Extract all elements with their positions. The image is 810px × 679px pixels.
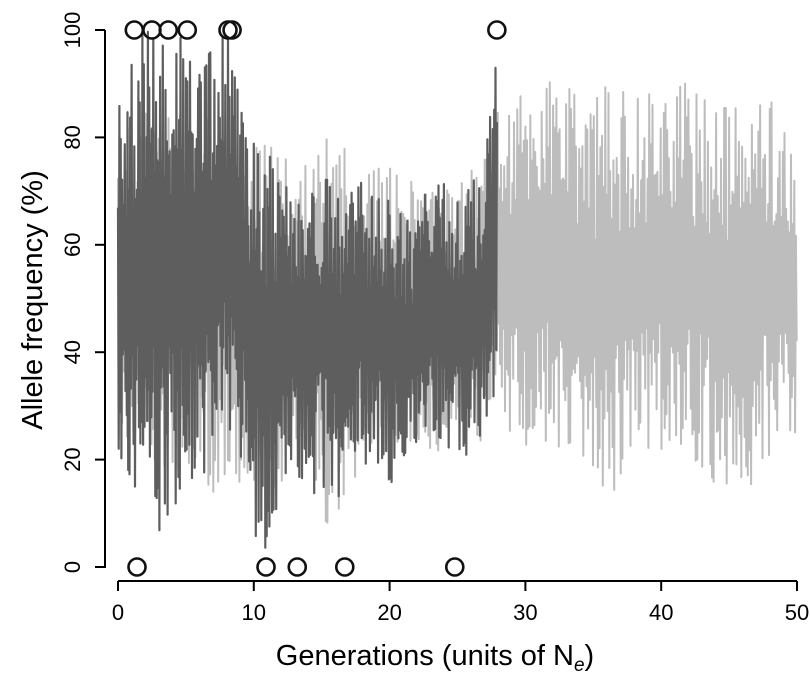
x-axis: 0 10 20 30 40 50 (112, 580, 809, 625)
marker-layer (124, 20, 507, 577)
y-axis: 0 20 40 60 80 100 (60, 12, 106, 573)
fixation-marker-10 (287, 557, 308, 577)
x-axis-title-main: Generations (units of N (276, 640, 574, 672)
fixation-marker-9 (256, 557, 276, 577)
y-tick-label: 100 (60, 12, 85, 49)
fixation-marker-3 (158, 20, 179, 40)
x-tick-label: 20 (377, 600, 401, 625)
fixation-marker-1 (124, 20, 145, 40)
fixation-marker-8 (127, 557, 147, 577)
fixation-marker-11 (334, 557, 355, 577)
fixation-marker-2 (142, 20, 162, 40)
y-ticks: 0 20 40 60 80 100 (60, 12, 105, 573)
y-tick-label: 0 (60, 561, 85, 573)
fixation-marker-6 (222, 20, 242, 40)
x-ticks: 0 10 20 30 40 50 (112, 581, 809, 625)
y-tick-label: 40 (60, 340, 85, 364)
x-tick-label: 50 (785, 600, 809, 625)
series-line-2 (116, 30, 498, 549)
y-tick-label: 60 (60, 233, 85, 257)
fixation-marker-7 (487, 20, 507, 40)
fixation-marker-4 (177, 20, 198, 40)
y-axis-title: Allele frequency (%) (17, 170, 49, 430)
x-tick-label: 30 (513, 600, 537, 625)
x-axis-title: Generations (units of Ne) (276, 640, 594, 676)
x-axis-title-subscript: e (574, 655, 585, 676)
x-tick-label: 10 (242, 600, 266, 625)
x-tick-label: 40 (649, 600, 673, 625)
y-tick-label: 80 (60, 125, 85, 149)
y-tick-label: 20 (60, 447, 85, 471)
series-layer (116, 30, 798, 549)
x-axis-title-suffix: ) (585, 640, 595, 672)
x-tick-label: 0 (112, 600, 124, 625)
fixation-marker-12 (444, 557, 465, 577)
